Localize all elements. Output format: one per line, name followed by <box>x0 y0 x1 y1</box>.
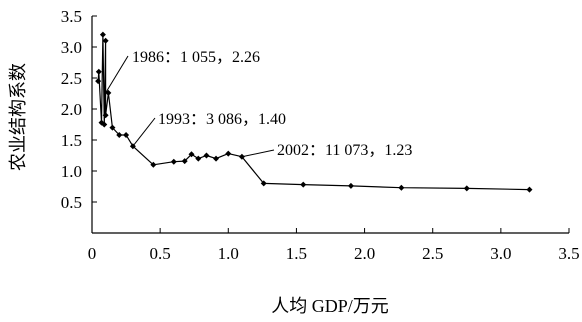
axes <box>91 16 569 234</box>
data-point <box>188 151 195 158</box>
y-ticks: 0.5 1.0 1.5 2.0 2.5 3.0 3.5 <box>61 7 97 212</box>
y-tick-label: 3.0 <box>61 38 82 57</box>
data-point <box>170 158 177 165</box>
annotation-leader <box>241 149 275 158</box>
y-tick-label: 0.5 <box>61 193 82 212</box>
data-point <box>105 89 112 96</box>
data-point <box>95 78 102 85</box>
x-tick-label: 3.5 <box>558 244 579 263</box>
x-tick-label: 2.0 <box>354 244 375 263</box>
data-point <box>102 37 109 44</box>
annotation-leader <box>105 55 129 94</box>
y-tick-label: 2.0 <box>61 100 82 119</box>
data-point <box>300 181 307 188</box>
y-tick-label: 1.0 <box>61 162 82 181</box>
annotation-label: 1993：3 086，1.40 <box>158 111 286 128</box>
y-tick-label: 3.5 <box>61 7 82 26</box>
data-point <box>150 161 157 168</box>
data-point <box>101 121 108 128</box>
data-point <box>398 184 405 191</box>
x-tick-label: 0.5 <box>150 244 171 263</box>
annotation-leader <box>132 117 156 147</box>
x-tick-label: 1.5 <box>286 244 307 263</box>
y-tick-label: 1.5 <box>61 131 82 150</box>
x-ticks: 0 0.5 1.0 1.5 2.0 2.5 3.0 3.5 <box>88 228 580 263</box>
x-tick-label: 0 <box>88 244 97 263</box>
x-tick-label: 3.0 <box>490 244 511 263</box>
x-tick-label: 1.0 <box>218 244 239 263</box>
x-tick-label: 2.5 <box>422 244 443 263</box>
series-line <box>95 31 533 193</box>
data-point <box>95 68 102 75</box>
data-point <box>213 155 220 162</box>
data-point <box>116 132 123 139</box>
data-point <box>225 150 232 157</box>
annotation-label: 2002：11 073，1.23 <box>277 142 412 159</box>
data-point <box>463 185 470 192</box>
data-point <box>99 31 106 38</box>
data-point <box>123 132 130 139</box>
data-point <box>181 158 188 165</box>
y-axis-label: 农业结构系数 <box>8 63 28 171</box>
data-point <box>102 112 109 119</box>
data-point <box>347 182 354 189</box>
y-tick-label: 2.5 <box>61 69 82 88</box>
data-point <box>109 124 116 131</box>
x-axis-label: 人均 GDP/万元 <box>271 296 389 316</box>
data-point <box>260 180 267 187</box>
data-point <box>195 155 202 162</box>
annotation-label: 1986：1 055，2.26 <box>132 49 260 66</box>
data-point <box>526 186 533 193</box>
annotations: 1986：1 055，2.26 1993：3 086，1.40 2002：11 07… <box>105 49 412 159</box>
data-point <box>203 152 210 159</box>
